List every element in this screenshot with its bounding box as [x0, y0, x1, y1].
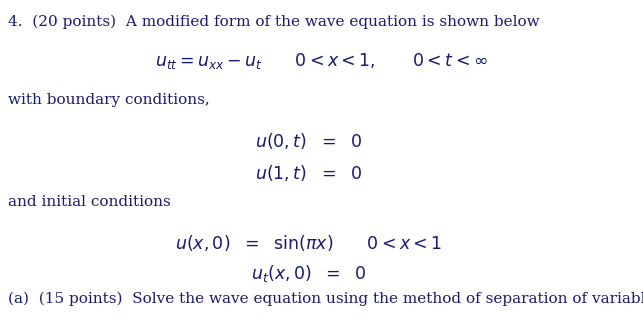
Text: 4.  (20 points)  A modified form of the wave equation is shown below: 4. (20 points) A modified form of the wa…: [8, 14, 539, 29]
Text: with boundary conditions,: with boundary conditions,: [8, 93, 210, 107]
Text: $u(0, t) \ \ = \ \ 0$: $u(0, t) \ \ = \ \ 0$: [255, 131, 362, 151]
Text: $u_t(x, 0) \ \ = \ \ 0$: $u_t(x, 0) \ \ = \ \ 0$: [251, 263, 367, 284]
Text: $u(x, 0) \ \ = \ \ \sin(\pi x) \qquad 0 < x < 1$: $u(x, 0) \ \ = \ \ \sin(\pi x) \qquad 0 …: [175, 233, 442, 253]
Text: and initial conditions: and initial conditions: [8, 195, 170, 209]
Text: (a)  (15 points)  Solve the wave equation using the method of separation of vari: (a) (15 points) Solve the wave equation …: [8, 292, 643, 306]
Text: $u_{tt} = u_{xx} - u_t \qquad 0 < x < 1, \qquad 0 < t < \infty$: $u_{tt} = u_{xx} - u_t \qquad 0 < x < 1,…: [155, 51, 488, 71]
Text: $u(1, t) \ \ = \ \ 0$: $u(1, t) \ \ = \ \ 0$: [255, 163, 362, 183]
